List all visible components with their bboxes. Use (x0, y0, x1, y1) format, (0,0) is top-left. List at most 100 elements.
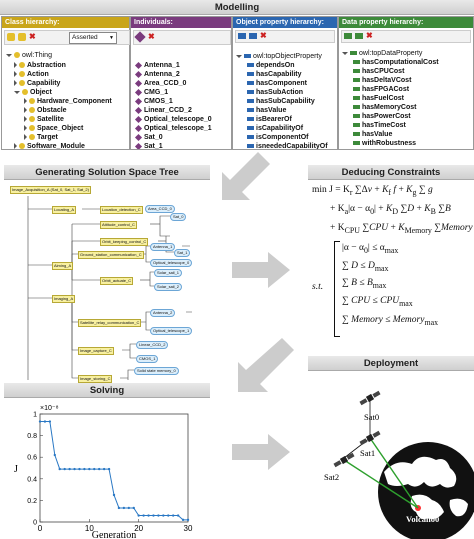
tree-leaf-area-ccd[interactable]: Area_CCD_0 (145, 205, 175, 213)
dataprop-item[interactable]: withRobustness (353, 139, 416, 148)
class-target[interactable]: Target (24, 133, 58, 142)
tree-node-orbit-actuate[interactable]: Orbit_actuate_C (100, 277, 134, 285)
solving-title-bar (4, 383, 210, 398)
expand-icon[interactable] (236, 54, 242, 58)
class-owl-thing[interactable]: owl:Thing (6, 51, 52, 60)
class-action[interactable]: Action (14, 70, 49, 79)
tree-leaf-linear-ccd[interactable]: Linear_CCD_2 (136, 341, 169, 349)
expand-icon[interactable] (14, 143, 17, 149)
expand-icon[interactable] (24, 107, 27, 114)
expand-icon[interactable] (14, 90, 20, 94)
data-point (43, 420, 47, 423)
objprop-item[interactable]: hasSubAction (247, 88, 303, 97)
modelling-title: Modelling (214, 2, 260, 13)
class-software-module[interactable]: Software_Module (14, 142, 85, 149)
add-subproperty-icon[interactable] (355, 33, 363, 39)
expand-icon[interactable] (6, 53, 12, 57)
tree-root-node[interactable]: Image_Acquisition_A (Sat_0, Sat_1, Sat_2… (10, 186, 91, 194)
individual-item[interactable]: Sat_1 (134, 142, 163, 149)
expand-icon[interactable] (24, 125, 27, 132)
expand-icon[interactable] (14, 71, 17, 78)
tree-node-location-detection[interactable]: Location_detection_C (100, 206, 143, 214)
objprop-item[interactable]: isComponentOf (247, 133, 309, 142)
dataprop-item[interactable]: hasComputationalCost (353, 58, 439, 67)
delete-icon[interactable]: ✖ (366, 31, 373, 40)
tree-leaf-sat0[interactable]: Sat_0 (170, 213, 187, 221)
dataprop-item[interactable]: hasDeltaVCost (353, 76, 411, 85)
expand-icon[interactable] (14, 80, 17, 87)
dataprop-item[interactable]: owl:topDataProperty (342, 49, 422, 58)
expand-icon[interactable] (24, 116, 27, 123)
expand-icon[interactable] (342, 51, 348, 55)
tree-node-sat-relay[interactable]: Satellite_relay_communication_C (78, 319, 142, 327)
dataprop-item[interactable]: hasMemoryCost (353, 103, 416, 112)
add-class-icon[interactable] (7, 33, 15, 41)
individual-item[interactable]: Sat_0 (134, 133, 163, 142)
delete-icon[interactable]: ✖ (148, 32, 155, 41)
class-capability[interactable]: Capability (14, 79, 60, 88)
individual-item[interactable]: Optical_telescope_0 (134, 115, 212, 124)
tree-node-attitude-control[interactable]: Attitude_control_C (100, 221, 137, 229)
objprop-item[interactable]: isBearerOf (247, 115, 292, 124)
data-property-header: Data property hierarchy: (339, 17, 473, 28)
delete-icon[interactable]: ✖ (29, 32, 36, 41)
tree-leaf-solar-sail-2[interactable]: Solar_sail_2 (154, 283, 183, 291)
class-obstacle[interactable]: Obstacle (24, 106, 67, 115)
tree-leaf-sat1[interactable]: Sat_1 (174, 249, 191, 257)
dataprop-item[interactable]: hasFPGACost (353, 85, 409, 94)
dataprop-item[interactable]: hasCPUCost (353, 67, 404, 76)
add-property-icon[interactable] (344, 33, 352, 39)
add-property-icon[interactable] (238, 33, 246, 39)
dataprop-item[interactable]: hasPowerCost (353, 112, 411, 121)
tree-leaf-optical-tel-0[interactable]: Optical_telescope_0 (150, 259, 193, 267)
tree-node-orbit-keeping[interactable]: Orbit_keeping_control_C (100, 238, 149, 246)
expand-icon[interactable] (14, 62, 17, 69)
dataprop-item[interactable]: hasValue (353, 130, 392, 139)
objprop-item[interactable]: dependsOn (247, 61, 295, 70)
tree-leaf-antenna-2[interactable]: Antenna_2 (150, 309, 176, 317)
dataprop-item[interactable]: hasTimeCost (353, 121, 406, 130)
class-satellite[interactable]: Satellite (24, 115, 64, 124)
objprop-item[interactable]: hasValue (247, 106, 286, 115)
tree-node-image-capture[interactable]: Image_capture_C (78, 347, 114, 355)
tree-leaf-solar-sail-1[interactable]: Solar_sail_1 (154, 269, 183, 277)
tree-leaf-antenna-1[interactable]: Antenna_1 (150, 243, 176, 251)
object-property-header: Object property hierarchy: (233, 17, 337, 28)
tree-node-aiming[interactable]: Aiming_A (52, 262, 74, 270)
objprop-item[interactable]: hasComponent (247, 79, 307, 88)
dataprop-item[interactable]: hasFuelCost (353, 94, 404, 103)
expand-icon[interactable] (24, 98, 27, 105)
data-point (83, 467, 86, 471)
delete-icon[interactable]: ✖ (260, 31, 267, 40)
class-object[interactable]: Object (14, 88, 52, 97)
tree-node-ground-comm[interactable]: Ground_station_communication_C (78, 251, 144, 259)
individual-item[interactable]: Area_CCD_0 (134, 79, 186, 88)
tree-leaf-cmos[interactable]: CMOS_1 (136, 355, 159, 363)
add-subproperty-icon[interactable] (249, 33, 257, 39)
class-space-object[interactable]: Space_Object (24, 124, 83, 133)
tree-node-locating[interactable]: Locating_A (52, 206, 77, 214)
objprop-item[interactable]: owl:topObjectProperty (236, 52, 322, 61)
class-abstraction[interactable]: Abstraction (14, 61, 66, 70)
individual-item[interactable]: Optical_telescope_1 (134, 124, 212, 133)
add-subclass-icon[interactable] (18, 33, 26, 41)
expand-icon[interactable] (24, 134, 27, 141)
tree-leaf-optical-tel-1[interactable]: Optical_telescope_1 (150, 327, 193, 335)
object-property-icon (247, 72, 254, 77)
tree-node-imaging[interactable]: Imaging_A (52, 295, 76, 303)
tree-leaf-ssd-0[interactable]: Solid state memory_0 (134, 367, 179, 375)
individual-item[interactable]: Linear_CCD_2 (134, 106, 192, 115)
individual-item[interactable]: Antenna_2 (134, 70, 180, 79)
class-hardware-component[interactable]: Hardware_Component (24, 97, 112, 106)
tree-node-image-storing[interactable]: Image_storing_C (78, 375, 113, 383)
arrow-modelling-to-tree (222, 152, 270, 200)
data-point (157, 514, 160, 517)
objprop-item[interactable]: isCapabilityOf (247, 124, 303, 133)
individual-item[interactable]: Antenna_1 (134, 61, 180, 70)
individual-item[interactable]: CMOS_1 (134, 97, 173, 106)
objprop-item[interactable]: isneededCapabilityOf (247, 142, 328, 149)
individual-item[interactable]: CMG_1 (134, 88, 168, 97)
objprop-item[interactable]: hasSubCapability (247, 97, 315, 106)
objprop-item[interactable]: hasCapability (247, 70, 302, 79)
asserted-select[interactable]: Asserted ▼ (69, 32, 117, 44)
